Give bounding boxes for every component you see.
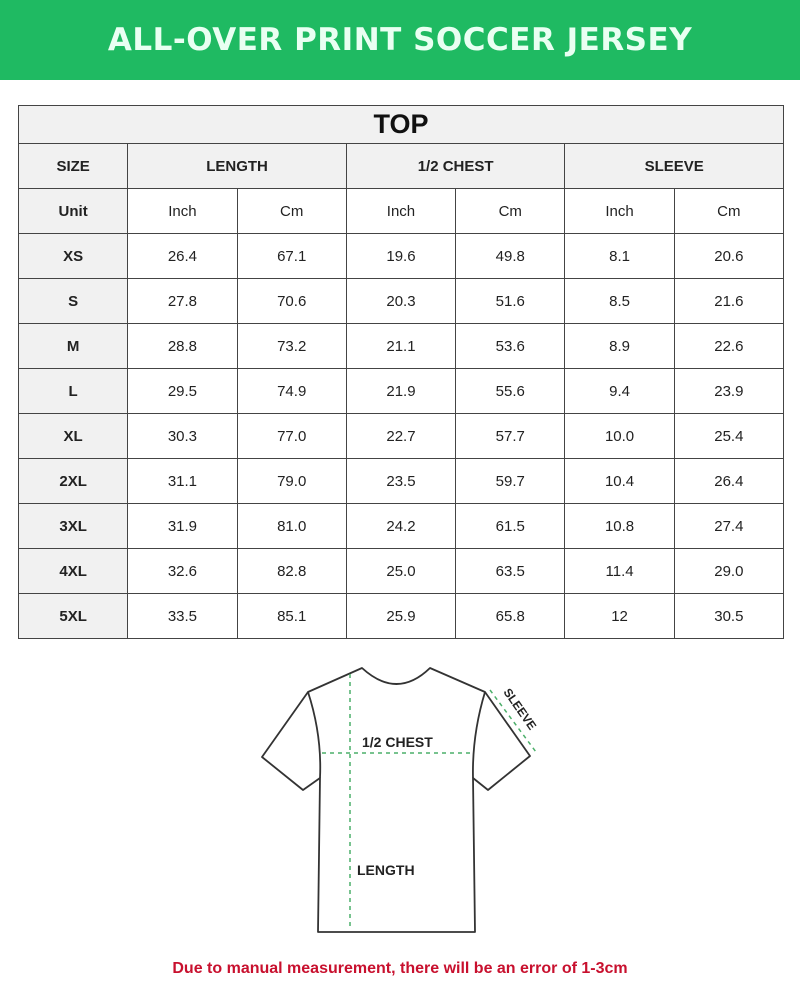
table-cell: 25.4	[673, 413, 785, 459]
table-cell: 23.5	[345, 458, 457, 504]
page-title: ALL-OVER PRINT SOCCER JERSEY	[107, 22, 693, 58]
table-row: XL 30.3 77.0 22.7 57.7 10.0 25.4	[17, 413, 785, 459]
table-cell: Inch	[564, 188, 675, 234]
table-cell: Cm	[455, 188, 566, 234]
section-title: TOP	[18, 105, 784, 144]
row-label: 2XL	[17, 458, 129, 504]
table-cell: 70.6	[236, 278, 347, 324]
table-row: 2XL 31.1 79.0 23.5 59.7 10.4 26.4	[17, 458, 785, 504]
table-row: S 27.8 70.6 20.3 51.6 8.5 21.6	[17, 278, 785, 324]
table-cell: 30.3	[127, 413, 238, 459]
table-cell: 25.9	[345, 593, 457, 639]
table-cell: 21.6	[673, 278, 785, 324]
table-cell: 26.4	[673, 458, 785, 504]
table-cell: 74.9	[236, 368, 347, 414]
sleeve-line	[489, 689, 537, 753]
table-cell: Inch	[345, 188, 457, 234]
row-label: 3XL	[17, 503, 129, 549]
table-cell: 8.1	[564, 233, 675, 279]
table-cell: 59.7	[455, 458, 566, 504]
table-row: L 29.5 74.9 21.9 55.6 9.4 23.9	[17, 368, 785, 414]
table-cell: 85.1	[236, 593, 347, 639]
table-cell: 32.6	[127, 548, 238, 594]
table-cell: 57.7	[455, 413, 566, 459]
table-cell: Inch	[127, 188, 238, 234]
header-sleeve: SLEEVE	[564, 143, 784, 189]
header-size: SIZE	[17, 143, 129, 189]
table-cell: 26.4	[127, 233, 238, 279]
table-row: 3XL 31.9 81.0 24.2 61.5 10.8 27.4	[17, 503, 785, 549]
table-cell: 20.6	[673, 233, 785, 279]
table-cell: 61.5	[455, 503, 566, 549]
table-cell: 77.0	[236, 413, 347, 459]
table-cell: 65.8	[455, 593, 566, 639]
chest-label: 1/2 CHEST	[362, 734, 433, 750]
table-cell: 81.0	[236, 503, 347, 549]
table-cell: 21.1	[345, 323, 457, 369]
row-label: 5XL	[17, 593, 129, 639]
title-banner: ALL-OVER PRINT SOCCER JERSEY	[0, 0, 800, 80]
table-cell: 29.0	[673, 548, 785, 594]
table-cell: 23.9	[673, 368, 785, 414]
table-cell: 30.5	[673, 593, 785, 639]
table-cell: 9.4	[564, 368, 675, 414]
row-label: XL	[17, 413, 129, 459]
row-label: L	[17, 368, 129, 414]
header-length: LENGTH	[127, 143, 347, 189]
table-cell: 12	[564, 593, 675, 639]
table-cell: 67.1	[236, 233, 347, 279]
shirt-outline-icon	[261, 667, 531, 933]
table-cell: 10.0	[564, 413, 675, 459]
table-cell: 24.2	[345, 503, 457, 549]
table-cell: 10.4	[564, 458, 675, 504]
row-label: Unit	[17, 188, 129, 234]
table-cell: 33.5	[127, 593, 238, 639]
length-label: LENGTH	[357, 862, 415, 878]
table-cell: 8.5	[564, 278, 675, 324]
table-cell: 31.1	[127, 458, 238, 504]
row-label: S	[17, 278, 129, 324]
table-cell: 27.8	[127, 278, 238, 324]
measure-lines	[322, 674, 537, 930]
table-cell: 55.6	[455, 368, 566, 414]
table-row: 5XL 33.5 85.1 25.9 65.8 12 30.5	[17, 593, 785, 639]
table-cell: 63.5	[455, 548, 566, 594]
table-row: M 28.8 73.2 21.1 53.6 8.9 22.6	[17, 323, 785, 369]
row-label: XS	[17, 233, 129, 279]
unit-row: Unit Inch Cm Inch Cm Inch Cm	[17, 188, 785, 234]
table-cell: 31.9	[127, 503, 238, 549]
table-cell: 20.3	[345, 278, 457, 324]
table-cell: 10.8	[564, 503, 675, 549]
table-cell: 51.6	[455, 278, 566, 324]
table-cell: 73.2	[236, 323, 347, 369]
table-cell: 11.4	[564, 548, 675, 594]
table-cell: 29.5	[127, 368, 238, 414]
size-chart-table: TOP SIZE LENGTH 1/2 CHEST SLEEVE Unit Inc…	[17, 105, 785, 639]
table-cell: 49.8	[455, 233, 566, 279]
row-label: 4XL	[17, 548, 129, 594]
table-row: 4XL 32.6 82.8 25.0 63.5 11.4 29.0	[17, 548, 785, 594]
measurement-note: Due to manual measurement, there will be…	[172, 960, 628, 977]
